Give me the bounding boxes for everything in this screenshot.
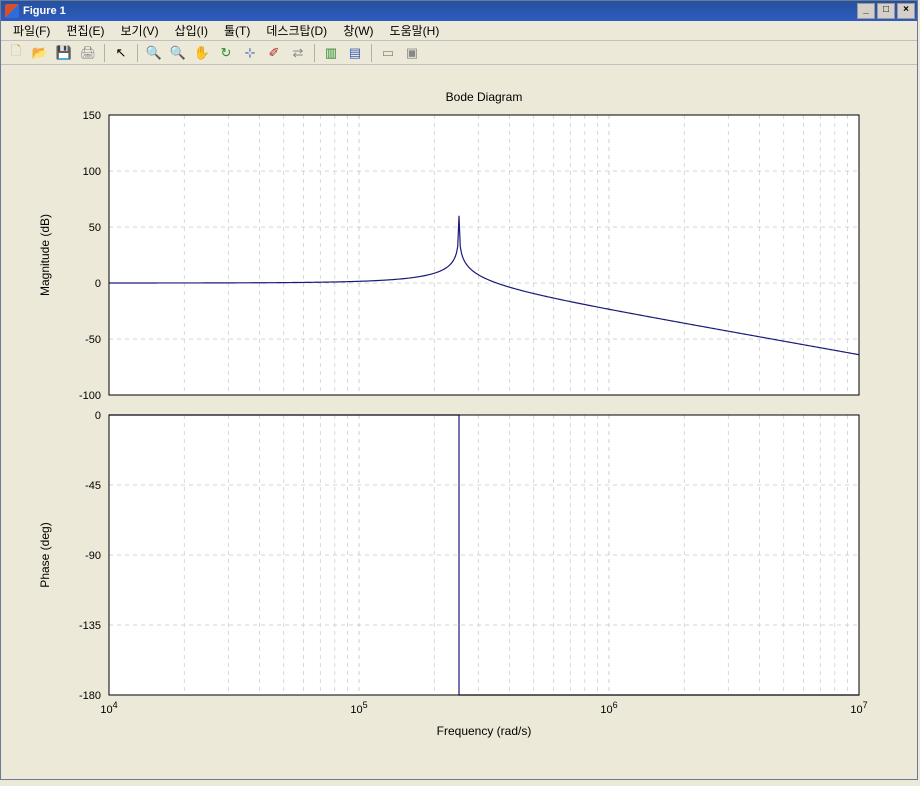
svg-text:-90: -90 (85, 550, 101, 562)
minimize-button[interactable]: _ (857, 3, 875, 19)
pan-icon[interactable]: ✋ (191, 43, 213, 63)
svg-text:0: 0 (95, 278, 101, 290)
open-icon[interactable]: 📂 (29, 43, 51, 63)
zoom-out-icon[interactable]: 🔍 (167, 43, 189, 63)
toolbar-separator (371, 44, 372, 62)
link-icon[interactable]: ⇄ (287, 43, 309, 63)
svg-text:100: 100 (83, 166, 101, 178)
figure-area: -100 -50 0 50 100 150 Magnitude (dB) -180 -135 -9… (1, 65, 917, 779)
toolbar-separator (314, 44, 315, 62)
toolbar-separator (104, 44, 105, 62)
svg-text:Magnitude (dB): Magnitude (dB) (38, 214, 52, 296)
hide-icon[interactable]: ▭ (377, 43, 399, 63)
brush-icon[interactable]: ✐ (263, 43, 285, 63)
svg-text:104: 104 (100, 700, 117, 716)
dock-icon[interactable]: ▣ (401, 43, 423, 63)
menu-item[interactable]: 편집(E) (58, 20, 112, 41)
print-icon[interactable]: 🖨 (77, 43, 99, 63)
close-button[interactable]: × (897, 3, 915, 19)
save-icon[interactable]: 💾 (53, 43, 75, 63)
zoom-in-icon[interactable]: 🔍 (143, 43, 165, 63)
legend-icon[interactable]: ▤ (344, 43, 366, 63)
datacursor-icon[interactable]: ⊹ (239, 43, 261, 63)
menu-item[interactable]: 도움말(H) (382, 20, 448, 41)
svg-text:-135: -135 (79, 620, 101, 632)
menu-item[interactable]: 창(W) (335, 20, 381, 41)
menu-item[interactable]: 데스크탑(D) (258, 20, 335, 41)
svg-text:-180: -180 (79, 690, 101, 702)
menu-item[interactable]: 툴(T) (216, 20, 258, 41)
title-bar[interactable]: Figure 1 _ □ × (1, 1, 917, 21)
svg-text:-45: -45 (85, 480, 101, 492)
window-title: Figure 1 (23, 5, 857, 17)
menu-bar: 파일(F)편집(E)보기(V)삽입(I)툴(T)데스크탑(D)창(W)도움말(H… (1, 21, 917, 41)
maximize-button[interactable]: □ (877, 3, 895, 19)
svg-text:Bode Diagram: Bode Diagram (446, 90, 523, 104)
bode-plot: -100 -50 0 50 100 150 Magnitude (dB) -180 -135 -9… (21, 85, 881, 745)
svg-text:107: 107 (850, 700, 867, 716)
menu-item[interactable]: 파일(F) (5, 20, 58, 41)
svg-text:Frequency (rad/s): Frequency (rad/s) (437, 724, 532, 738)
svg-text:-50: -50 (85, 334, 101, 346)
new-icon[interactable]: 🗋 (5, 43, 27, 63)
svg-text:150: 150 (83, 110, 101, 122)
menu-item[interactable]: 보기(V) (112, 20, 166, 41)
colorbar-icon[interactable]: ▥ (320, 43, 342, 63)
rotate-icon[interactable]: ↻ (215, 43, 237, 63)
pointer-icon[interactable]: ↖ (110, 43, 132, 63)
svg-text:105: 105 (350, 700, 367, 716)
toolbar: 🗋📂💾🖨↖🔍🔍✋↻⊹✐⇄▥▤▭▣ (1, 41, 917, 65)
svg-text:Phase (deg): Phase (deg) (38, 522, 52, 587)
app-icon (5, 4, 19, 18)
menu-item[interactable]: 삽입(I) (167, 20, 216, 41)
svg-text:106: 106 (600, 700, 617, 716)
svg-text:50: 50 (89, 222, 101, 234)
svg-text:0: 0 (95, 410, 101, 422)
figure-window: Figure 1 _ □ × 파일(F)편집(E)보기(V)삽입(I)툴(T)데… (0, 0, 918, 780)
svg-text:-100: -100 (79, 390, 101, 402)
toolbar-separator (137, 44, 138, 62)
